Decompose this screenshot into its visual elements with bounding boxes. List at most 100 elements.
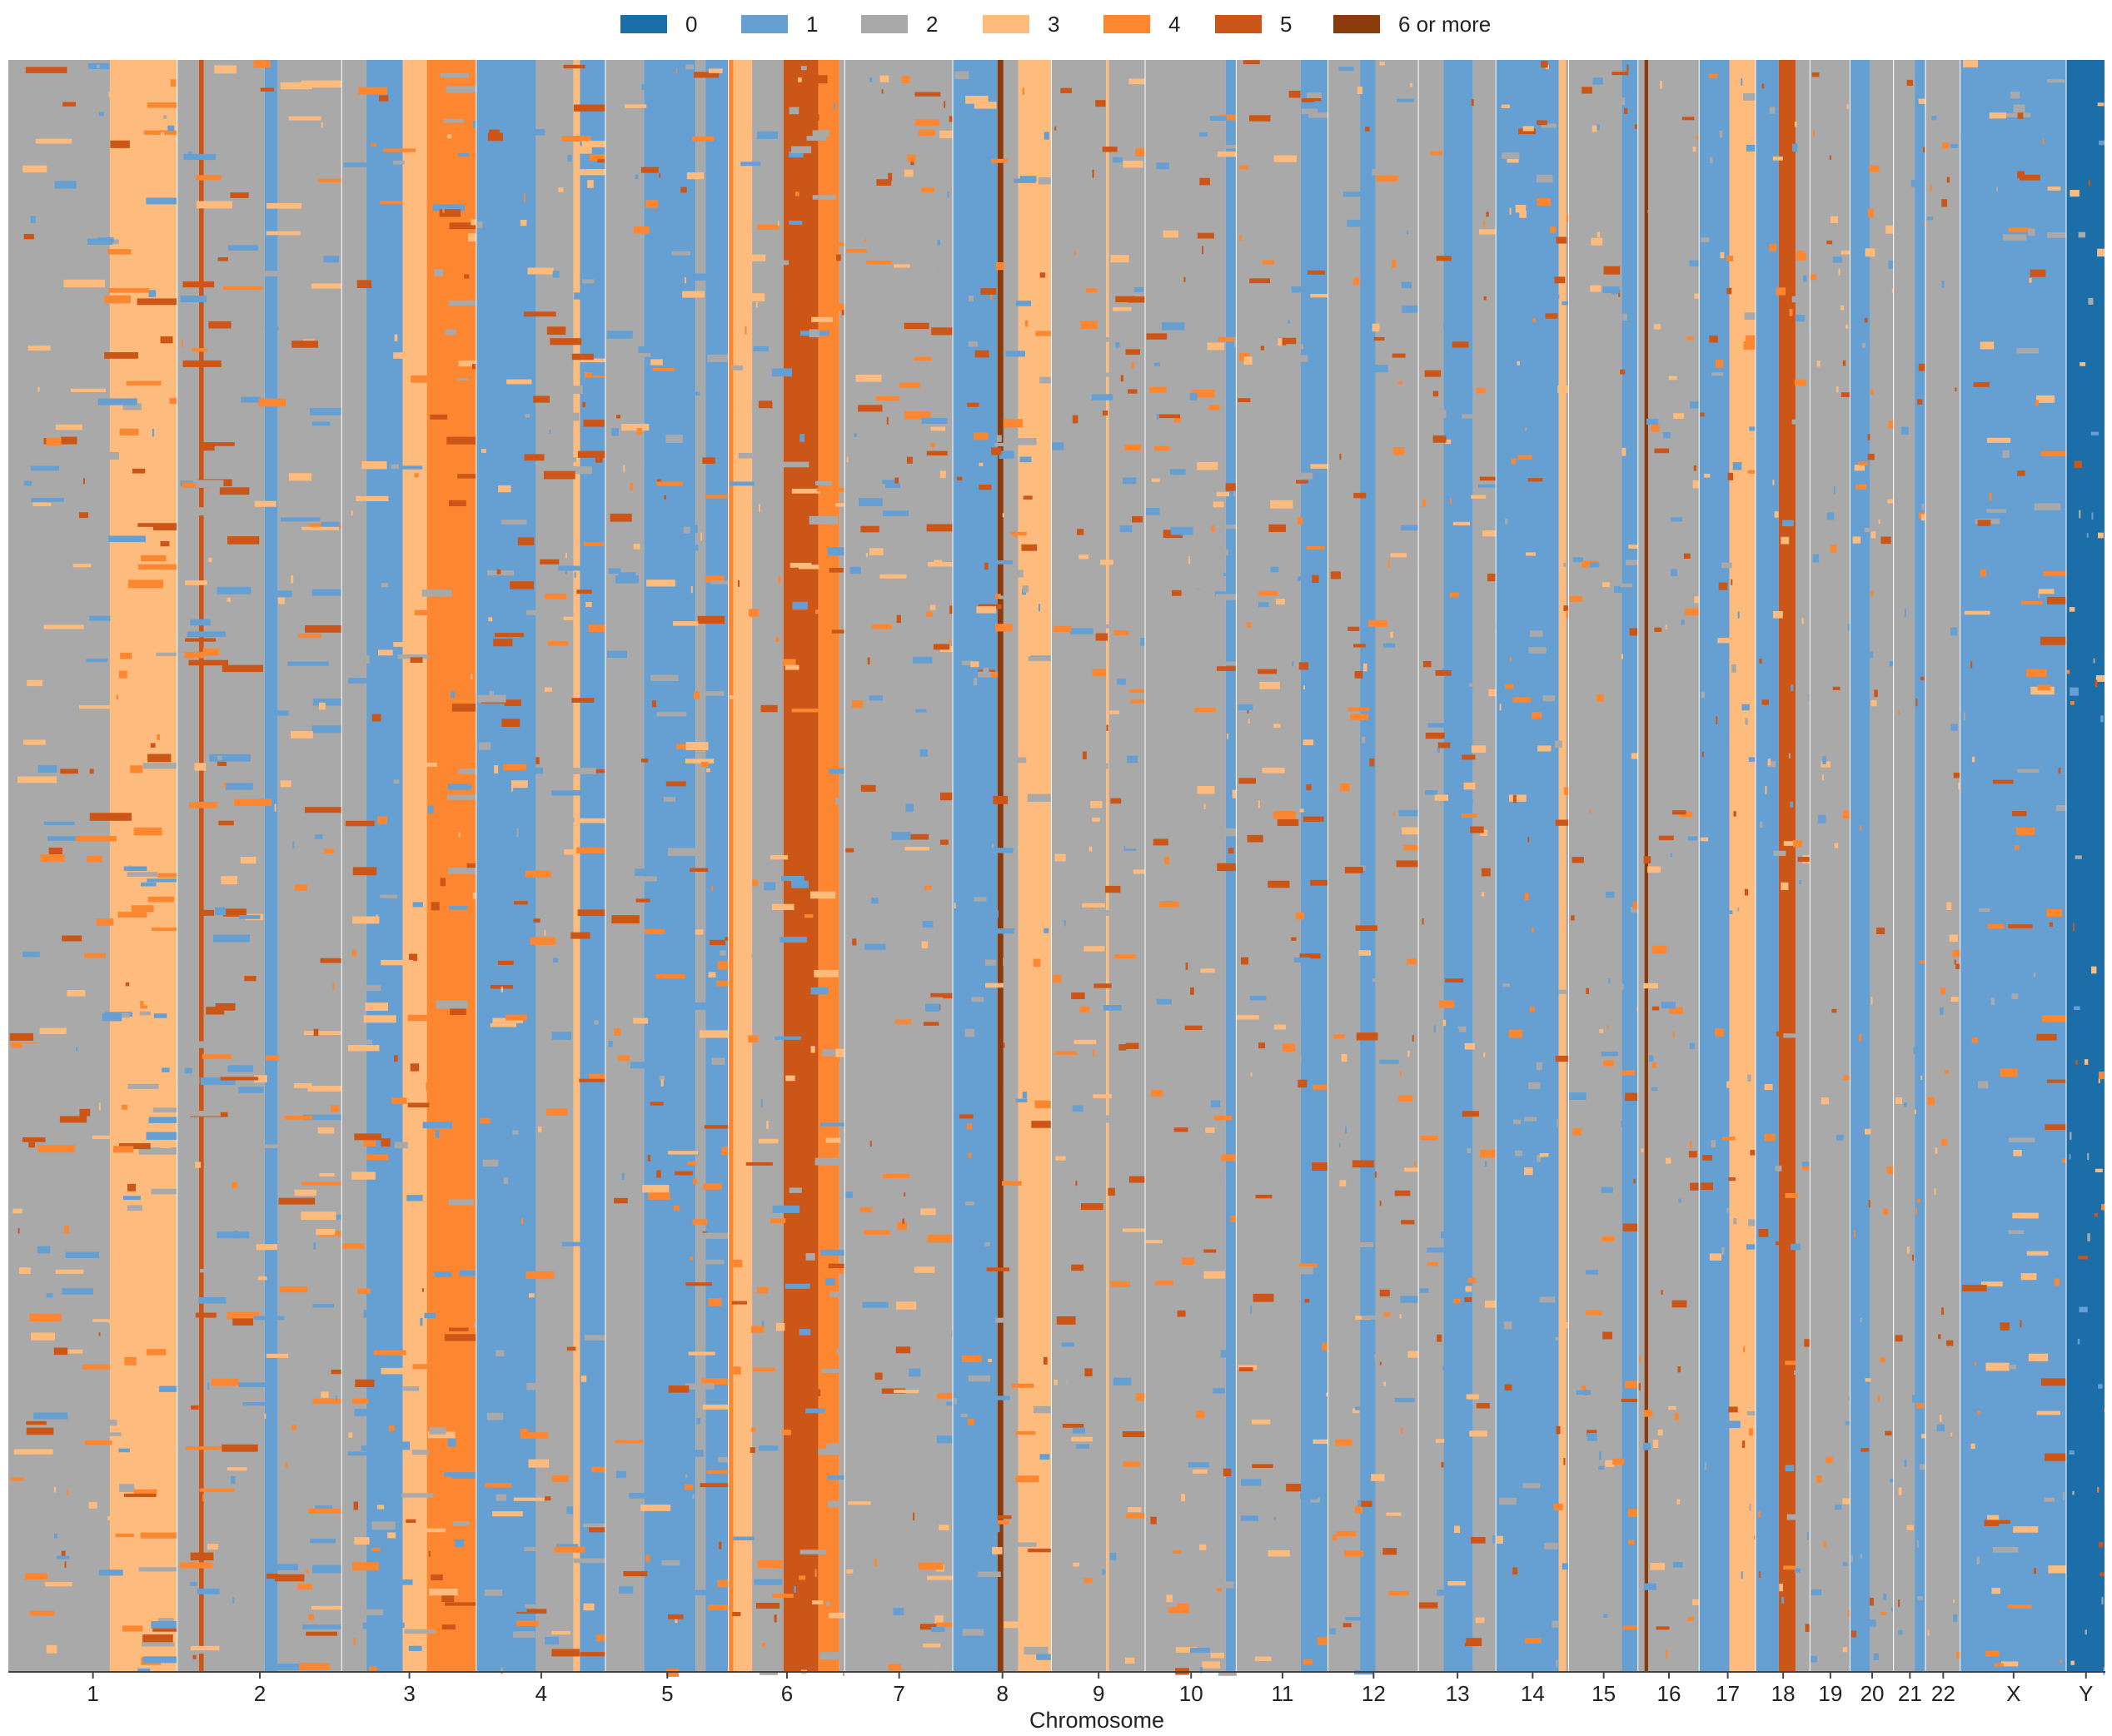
sample-segment [646,579,675,587]
sample-segment [1960,1360,1967,1368]
sample-segment [1306,545,1325,550]
sample-segment [1374,1354,1392,1362]
sample-segment [1841,305,1845,311]
copy-number-band [1850,60,1870,1672]
sample-segment [139,1011,151,1016]
sample-segment [1906,1525,1914,1530]
sample-segment [1772,480,1775,485]
sample-segment [1854,465,1865,471]
sample-segment [1382,1007,1400,1013]
sample-segment [1353,492,1367,499]
sample-segment [1109,1552,1117,1560]
sample-segment [1976,1556,1980,1565]
sample-segment [1110,255,1129,263]
copy-number-band [1894,60,1915,1672]
sample-segment [29,1313,62,1322]
sample-segment [46,1293,53,1298]
sample-segment [1747,470,1756,474]
sample-segment [1092,169,1094,178]
sample-segment [1625,560,1639,565]
sample-segment [819,1652,845,1660]
sample-segment [1921,503,1925,510]
sample-segment [1080,1203,1103,1211]
sample-segment [1608,978,1611,984]
sample-segment [1624,1405,1636,1411]
sample-segment [1652,1440,1659,1448]
sample-segment [314,1505,333,1510]
sample-segment [137,710,178,716]
sample-segment [1769,243,1777,251]
sample-segment [1739,498,1748,503]
sample-segment [401,465,423,470]
sample-segment [1398,1095,1413,1102]
sample-segment [1666,1650,1668,1659]
sample-segment [1274,1516,1277,1520]
sample-segment [242,1402,275,1406]
sample-segment [1118,1044,1127,1051]
sample-segment [147,1349,167,1355]
sample-segment [335,1395,337,1401]
sample-segment [426,1528,446,1533]
sample-segment [1878,519,1880,525]
sample-segment [2024,392,2027,397]
sample-segment [1727,472,1734,480]
sample-segment [717,1579,730,1588]
sample-segment [997,1520,1009,1525]
sample-segment [660,1654,679,1661]
sample-segment [558,947,570,953]
sample-segment [1308,112,1329,118]
sample-segment [1024,1646,1049,1655]
sample-segment [1376,175,1398,182]
sample-segment [464,274,470,279]
sample-segment [1791,1243,1801,1251]
sample-segment [1522,1483,1541,1489]
sample-segment [690,1256,694,1261]
sample-segment [864,238,867,242]
sample-segment [308,1614,314,1620]
sample-segment [1273,1024,1286,1030]
sample-segment [459,1182,477,1188]
sample-segment [1003,419,1023,428]
sample-segment [311,421,331,426]
sample-segment [1848,1396,1850,1401]
sample-segment [1800,1324,1811,1331]
x-tick-label: 15 [1591,1681,1616,1706]
sample-segment [434,269,444,277]
sample-segment [195,1312,217,1318]
sample-segment [1790,684,1794,691]
sample-segment [1631,753,1639,759]
sample-segment [1657,1429,1663,1436]
sample-segment [43,624,84,629]
sample-segment [434,895,452,900]
sample-segment [1745,718,1748,725]
sample-segment [88,1502,97,1509]
sample-segment [1719,130,1723,138]
sample-segment [1834,843,1839,848]
sample-segment [947,1087,954,1092]
sample-segment [1297,576,1308,581]
sample-segment [1042,851,1051,858]
sample-segment [118,1143,151,1150]
sample-segment [1748,1219,1756,1226]
sample-segment [606,650,628,659]
sample-segment [313,1592,336,1596]
sample-segment [207,1382,210,1390]
sample-segment [2004,1236,2010,1245]
sample-segment [1479,476,1497,481]
sample-segment [180,296,207,302]
sample-segment [1379,1361,1382,1365]
sample-segment [1942,142,1950,149]
sample-segment [177,1077,200,1085]
sample-segment [1288,355,1308,362]
sample-segment [148,290,157,297]
sample-segment [1191,589,1210,594]
sample-segment [1484,1161,1487,1166]
sample-segment [122,376,162,383]
sample-segment [1751,1465,1756,1470]
sample-segment [1990,997,1995,1006]
sample-segment [1623,107,1628,114]
sample-segment [1238,1367,1253,1372]
sample-segment [1097,337,1116,342]
sample-segment [1452,341,1469,348]
sample-segment [761,1643,765,1647]
